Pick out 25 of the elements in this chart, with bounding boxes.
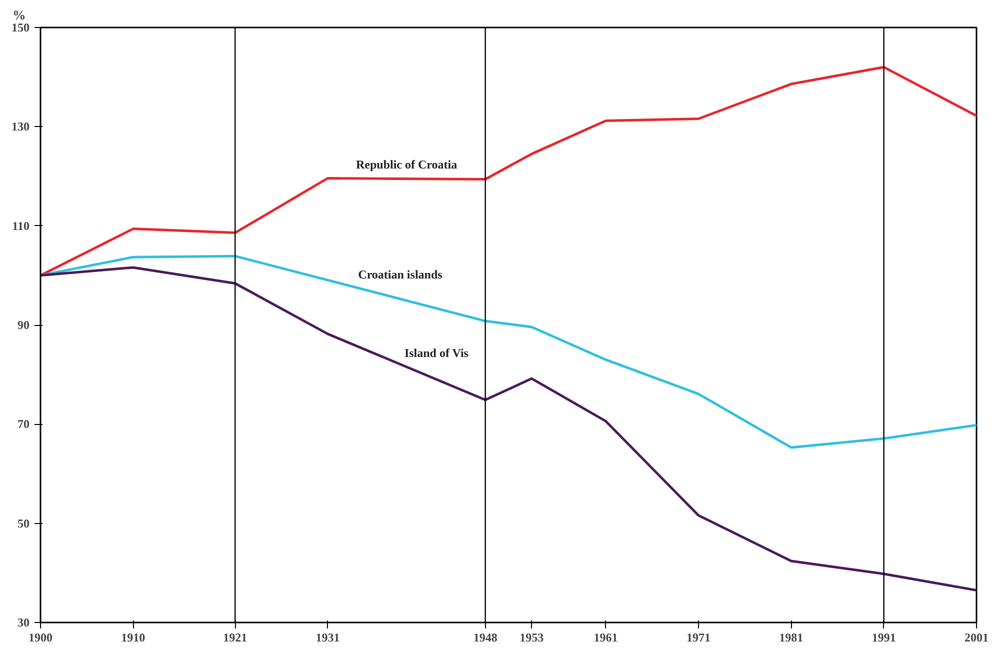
x-tick-label: 1931 [316,630,340,644]
y-tick-label: 50 [18,516,30,530]
series-label: Croatian islands [358,268,443,282]
y-tick-label: 130 [12,120,30,134]
line-series [40,254,976,449]
x-tick-label: 1910 [121,630,146,644]
y-axis-title: % [12,8,26,22]
y-tick-label: 30 [18,616,30,630]
line-series [40,66,976,277]
y-tick-label: 90 [18,318,30,332]
x-tick-label: 1981 [779,630,804,644]
x-tick-label: 2001 [964,630,988,644]
x-tick-label: 1948 [473,630,498,644]
y-tick-label: 70 [18,417,30,432]
series-label: Republic of Croatia [356,158,458,172]
y-tick-label: 150 [12,20,30,34]
x-tick-label: 1953 [520,630,544,644]
line-series [40,266,976,592]
x-tick-label: 1961 [594,630,618,644]
x-tick-label: 1971 [686,630,710,644]
x-tick-label: 1900 [28,630,52,644]
x-tick-label: 1921 [223,630,248,644]
series-label: Island of Vis [404,346,469,360]
y-tick-label: 110 [12,218,30,233]
x-tick-label: 1991 [872,630,896,644]
